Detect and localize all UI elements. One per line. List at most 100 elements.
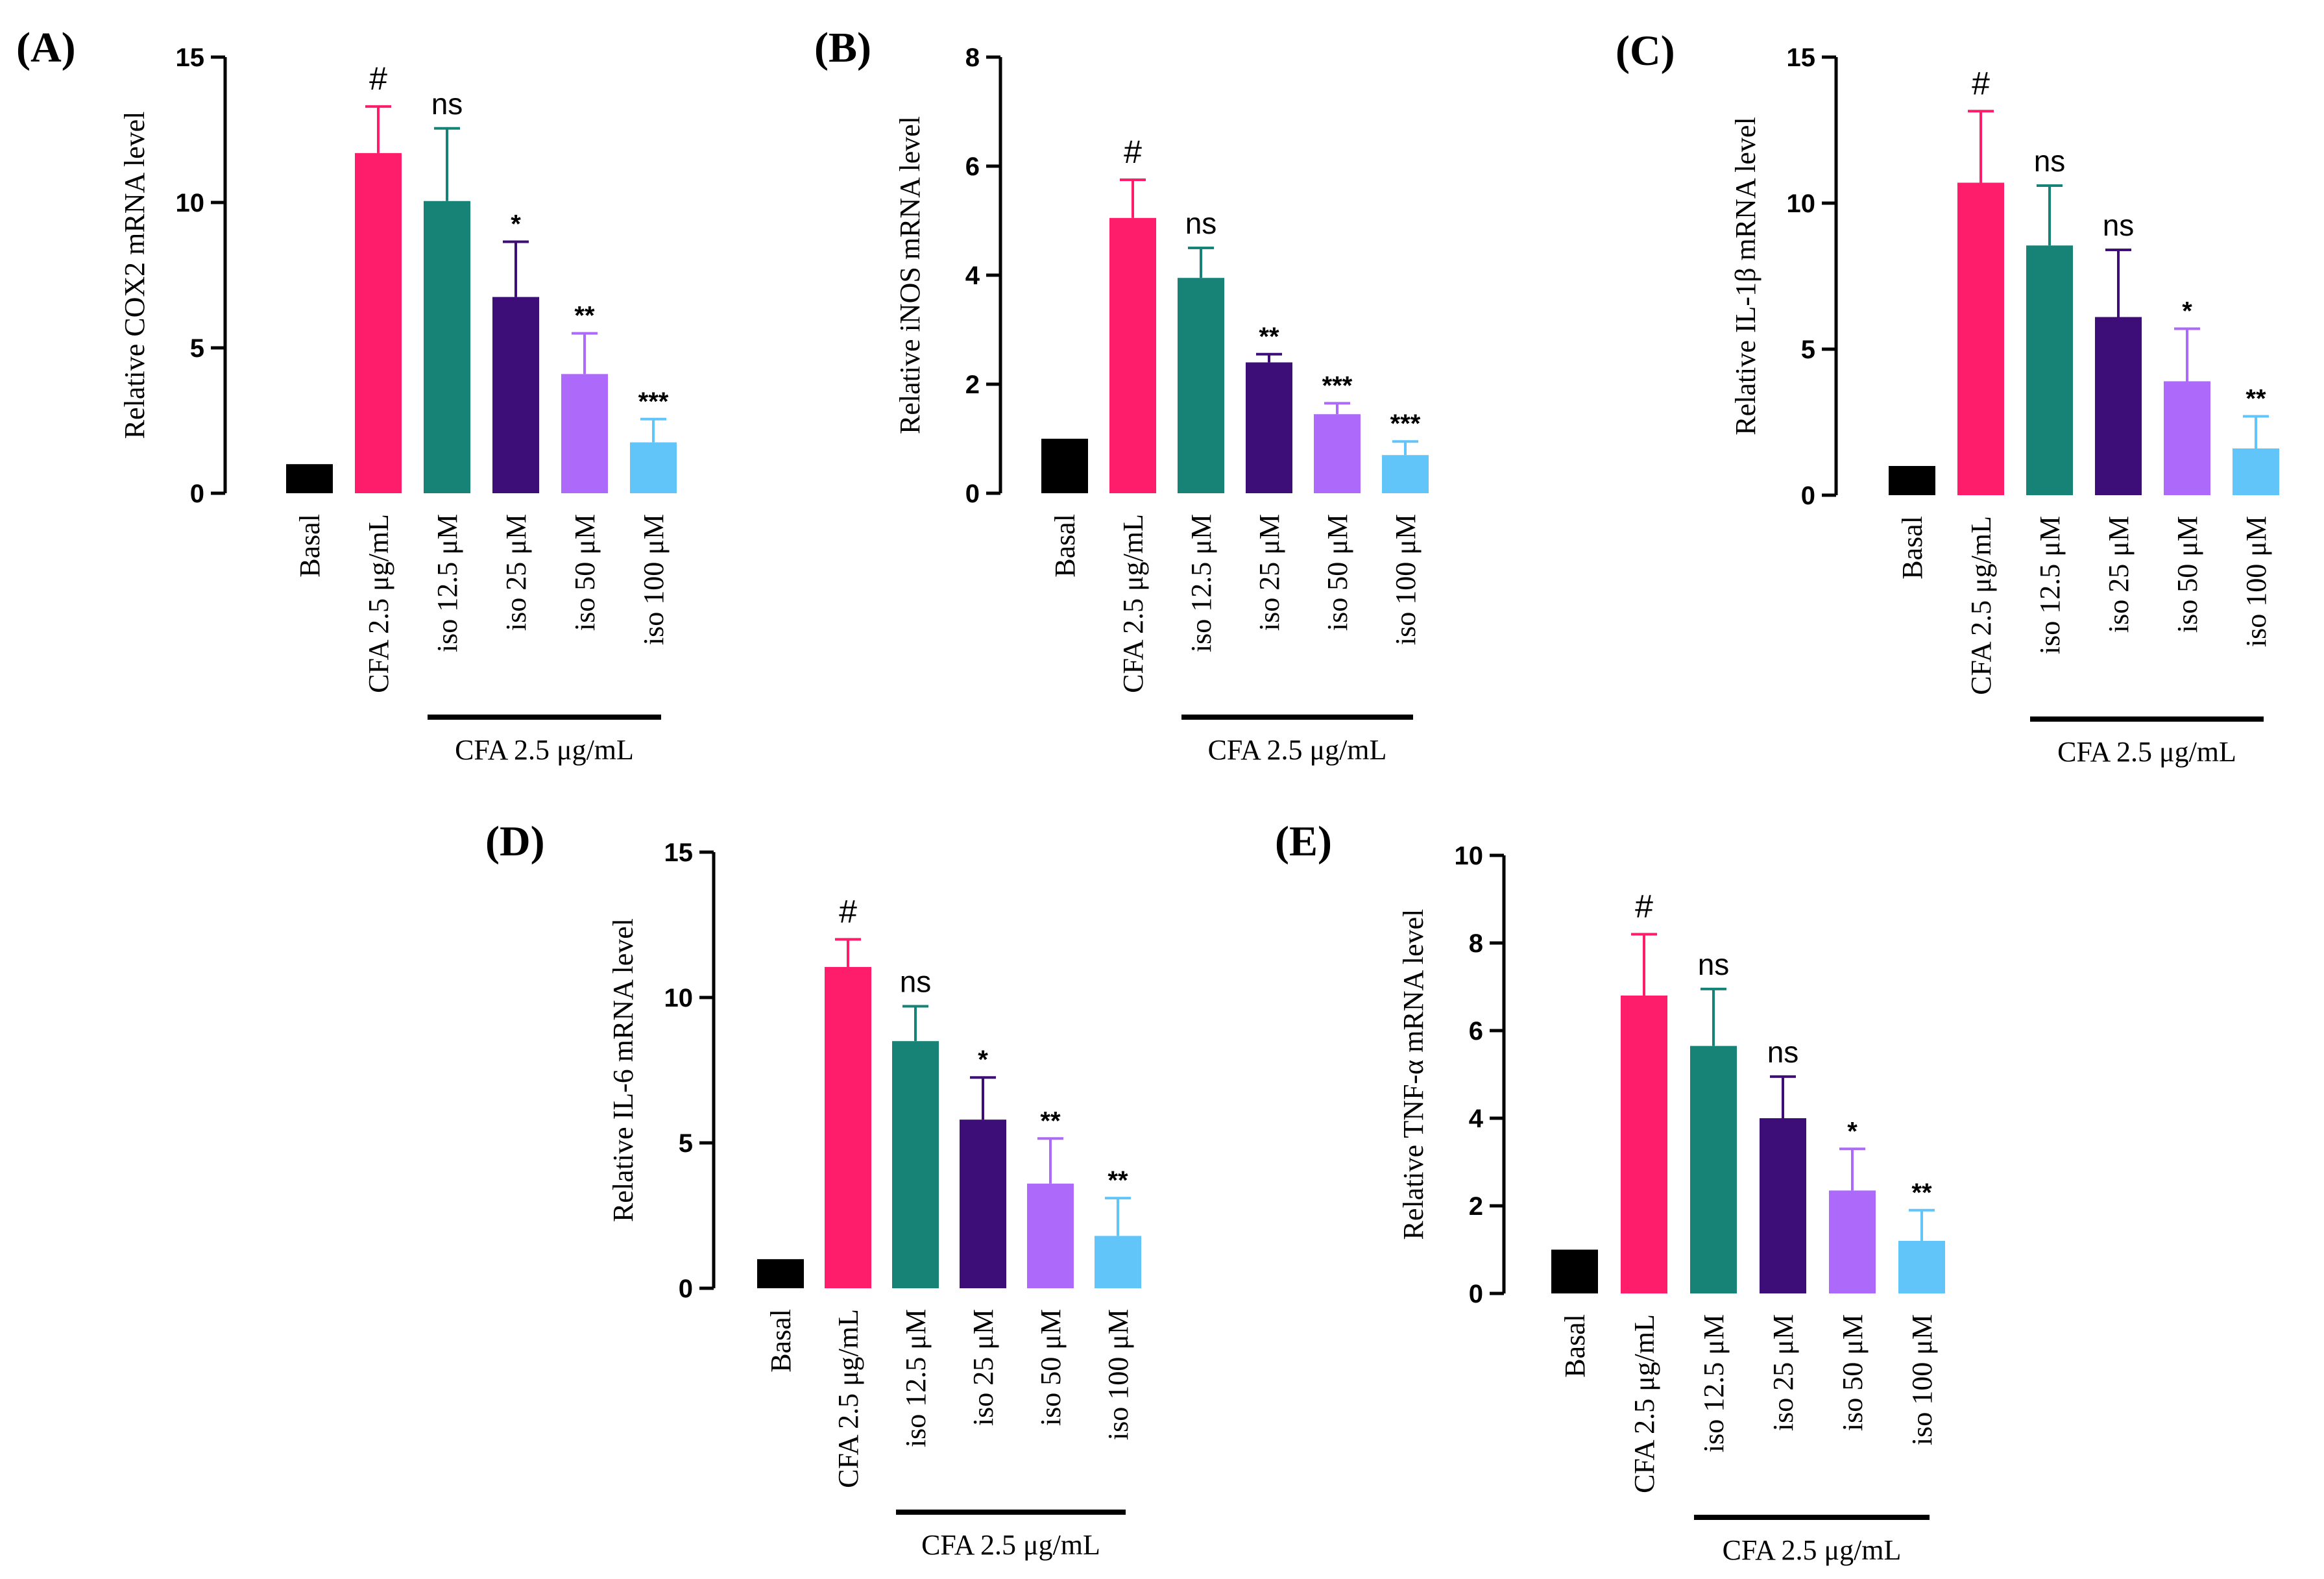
group-label: CFA 2.5 μg/mL [455, 734, 634, 766]
significance-label: # [839, 893, 857, 929]
y-tick-label: 10 [1455, 842, 1484, 870]
significance-label: ns [1185, 206, 1217, 240]
y-tick-label: 0 [965, 480, 980, 508]
category-label: iso 25 μM [1767, 1314, 1799, 1431]
bar [892, 1041, 939, 1288]
bar [1829, 1190, 1876, 1293]
bar [1898, 1241, 1945, 1293]
bar [1760, 1118, 1806, 1293]
category-label: Basal [1896, 516, 1928, 580]
y-axis-title: Relative COX2 mRNA level [119, 112, 151, 439]
bar [492, 297, 539, 493]
significance-label: * [978, 1046, 988, 1074]
bar [1957, 182, 2004, 495]
bar [1246, 362, 1292, 493]
y-tick-label: 8 [965, 43, 980, 72]
significance-label: ns [900, 964, 932, 998]
significance-label: ns [2103, 208, 2135, 242]
y-tick-label: 0 [190, 480, 204, 508]
panel-label: (B) [814, 24, 871, 71]
significance-label: * [2182, 297, 2192, 326]
significance-label: ** [1259, 323, 1279, 351]
bar [1690, 1046, 1737, 1293]
chart-panel-e: (E) Relative TNF-α mRNA level 0 2 4 6 8 10 Basal… [1275, 818, 1945, 1566]
group-label: CFA 2.5 μg/mL [1723, 1534, 1902, 1566]
bar [1178, 278, 1224, 493]
category-label: CFA 2.5 μg/mL [363, 514, 394, 693]
y-tick-label: 8 [1469, 929, 1483, 958]
y-tick-label: 4 [965, 262, 980, 290]
y-tick-label: 10 [664, 984, 694, 1012]
panel-label: (D) [485, 818, 545, 865]
category-label: iso 12.5 μM [431, 514, 463, 652]
category-label: iso 25 μM [2103, 516, 2135, 633]
significance-label: # [1972, 65, 1990, 101]
chart-panel-c: (C) Relative IL-1β mRNA level 0 5 10 15 Basal #… [1616, 27, 2279, 768]
category-label: iso 50 μM [2172, 516, 2203, 633]
bar [960, 1120, 1006, 1288]
chart-panel-a: (A) Relative COX2 mRNA level 0 5 10 15 Basal # C… [16, 24, 677, 766]
category-label: CFA 2.5 μg/mL [832, 1309, 864, 1488]
category-label: iso 25 μM [1253, 514, 1285, 631]
bar [2233, 448, 2279, 495]
category-label: iso 50 μM [1035, 1309, 1067, 1426]
group-label: CFA 2.5 μg/mL [1208, 734, 1387, 766]
y-tick-label: 6 [1469, 1017, 1483, 1046]
bar [1382, 455, 1429, 493]
bar [825, 966, 871, 1288]
category-label: iso 25 μM [500, 514, 532, 631]
category-label: CFA 2.5 μg/mL [1117, 514, 1149, 693]
significance-label: # [1635, 888, 1653, 925]
category-label: iso 50 μM [1837, 1314, 1869, 1431]
category-label: iso 12.5 μM [1185, 514, 1217, 652]
significance-label: *** [1322, 371, 1353, 400]
bar [630, 442, 677, 493]
bar [355, 153, 402, 494]
category-label: iso 12.5 μM [1698, 1314, 1730, 1452]
category-label: iso 12.5 μM [900, 1309, 932, 1447]
significance-label: ** [574, 302, 595, 330]
y-axis-title: Relative TNF-α mRNA level [1398, 909, 1429, 1240]
bar [561, 374, 608, 493]
bar [424, 201, 470, 493]
y-tick-label: 15 [176, 43, 205, 72]
significance-label: # [369, 60, 387, 97]
significance-label: * [511, 210, 521, 238]
significance-label: ns [1698, 948, 1730, 981]
category-label: iso 12.5 μM [2034, 516, 2066, 654]
y-tick-label: 2 [1469, 1192, 1483, 1221]
bar [2095, 317, 2142, 495]
y-tick-label: 2 [965, 371, 980, 399]
y-tick-label: 15 [1787, 43, 1816, 72]
y-tick-label: 10 [176, 189, 205, 217]
significance-label: ** [1108, 1166, 1128, 1195]
significance-label: ns [1767, 1035, 1799, 1069]
category-label: iso 50 μM [1322, 514, 1353, 631]
bar [2164, 381, 2210, 495]
category-label: CFA 2.5 μg/mL [1965, 516, 1997, 695]
category-label: Basal [1049, 514, 1081, 578]
y-tick-label: 15 [664, 838, 694, 867]
chart-panel-d: (D) Relative IL-6 mRNA level 0 5 10 15 Basal # C… [485, 818, 1141, 1561]
category-label: iso 50 μM [569, 514, 601, 631]
bar [1095, 1236, 1141, 1288]
y-tick-label: 4 [1469, 1105, 1484, 1133]
y-tick-label: 5 [679, 1129, 693, 1158]
y-tick-label: 6 [965, 153, 980, 181]
significance-label: ns [431, 87, 463, 121]
category-label: iso 100 μM [638, 514, 670, 645]
bar [1621, 996, 1667, 1293]
category-label: Basal [294, 514, 326, 578]
category-label: Basal [765, 1309, 797, 1373]
category-label: iso 100 μM [2240, 516, 2272, 647]
bar [1041, 439, 1088, 493]
panel-label: (E) [1275, 818, 1332, 865]
y-tick-label: 0 [679, 1275, 693, 1303]
bar [1889, 466, 1935, 495]
bar [1027, 1183, 1074, 1288]
significance-label: ** [1911, 1179, 1932, 1207]
y-axis-title: Relative IL-1β mRNA level [1730, 117, 1761, 435]
group-label: CFA 2.5 μg/mL [2057, 736, 2236, 768]
significance-label: *** [638, 387, 669, 416]
